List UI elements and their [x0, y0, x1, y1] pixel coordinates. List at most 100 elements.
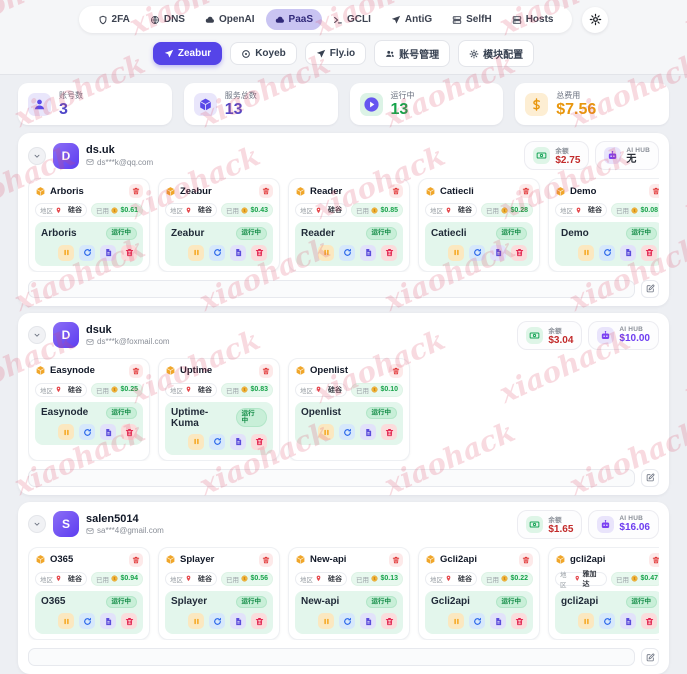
nav-tab[interactable]: AntiG	[382, 9, 441, 30]
subnav-button[interactable]: Koyeb	[230, 42, 297, 65]
delete-service-button[interactable]	[129, 364, 143, 378]
nav-tab[interactable]: PaaS	[266, 9, 322, 30]
note-input[interactable]	[28, 469, 635, 487]
restart-button[interactable]	[339, 245, 355, 261]
subnav-button[interactable]: 模块配置	[458, 40, 534, 67]
pause-button[interactable]	[318, 245, 334, 261]
service-name: Arboris	[41, 228, 77, 239]
subnav-button[interactable]: 账号管理	[374, 40, 450, 67]
pause-button[interactable]	[578, 245, 594, 261]
edit-note-button[interactable]	[641, 469, 659, 487]
delete-service-button[interactable]	[519, 184, 533, 198]
pause-button[interactable]	[448, 613, 464, 629]
stat-label: 运行中	[391, 90, 415, 101]
delete-button[interactable]	[251, 245, 267, 261]
delete-service-button[interactable]	[259, 364, 273, 378]
delete-button[interactable]	[511, 245, 527, 261]
pause-button[interactable]	[318, 424, 334, 440]
logs-button[interactable]	[620, 613, 636, 629]
logs-button[interactable]	[230, 434, 246, 450]
pause-button[interactable]	[188, 434, 204, 450]
nav-tab[interactable]: OpenAI	[196, 9, 264, 30]
delete-button[interactable]	[511, 613, 527, 629]
delete-service-button[interactable]	[389, 364, 403, 378]
pause-button[interactable]	[318, 613, 334, 629]
restart-button[interactable]	[79, 424, 95, 440]
logs-button[interactable]	[100, 424, 116, 440]
delete-service-button[interactable]	[259, 553, 273, 567]
collapse-button[interactable]	[28, 515, 46, 533]
logs-button[interactable]	[100, 245, 116, 261]
logs-button[interactable]	[360, 245, 376, 261]
delete-button[interactable]	[381, 613, 397, 629]
delete-service-button[interactable]	[389, 553, 403, 567]
service-card: Easynode 地区 硅谷 已用 $0.25 Easynode 运行中	[28, 358, 150, 461]
pause-icon	[62, 248, 71, 257]
delete-service-button[interactable]	[259, 184, 273, 198]
collapse-button[interactable]	[28, 147, 46, 165]
delete-service-button[interactable]	[519, 553, 533, 567]
delete-service-button[interactable]	[129, 553, 143, 567]
delete-button[interactable]	[251, 613, 267, 629]
logs-button[interactable]	[620, 245, 636, 261]
restart-button[interactable]	[209, 434, 225, 450]
logs-button[interactable]	[490, 613, 506, 629]
pause-button[interactable]	[58, 424, 74, 440]
restart-button[interactable]	[339, 613, 355, 629]
delete-button[interactable]	[381, 424, 397, 440]
region-pill: 地区 硅谷	[555, 203, 607, 217]
pause-button[interactable]	[58, 613, 74, 629]
restart-button[interactable]	[599, 613, 615, 629]
note-input[interactable]	[28, 648, 635, 666]
nav-tab[interactable]: GCLI	[324, 9, 380, 30]
delete-button[interactable]	[121, 245, 137, 261]
nav-tab[interactable]: DNS	[141, 9, 194, 30]
collapse-button[interactable]	[28, 326, 46, 344]
trash-icon	[652, 556, 659, 564]
nav-tab[interactable]: Hosts	[503, 9, 563, 30]
delete-button[interactable]	[641, 613, 657, 629]
logs-button[interactable]	[100, 613, 116, 629]
delete-button[interactable]	[121, 424, 137, 440]
settings-button[interactable]	[582, 7, 608, 33]
pause-button[interactable]	[58, 245, 74, 261]
refresh-icon	[213, 617, 222, 626]
logs-button[interactable]	[230, 245, 246, 261]
logs-button[interactable]	[230, 613, 246, 629]
delete-button[interactable]	[641, 245, 657, 261]
delete-button[interactable]	[251, 434, 267, 450]
subnav-button[interactable]: Zeabur	[153, 42, 222, 65]
restart-button[interactable]	[209, 613, 225, 629]
delete-button[interactable]	[381, 245, 397, 261]
edit-note-button[interactable]	[641, 648, 659, 666]
delete-service-button[interactable]	[649, 553, 659, 567]
top-navigation-zone: 2FA DNS OpenAI PaaS GCLI AntiG SelfH Hos…	[0, 0, 687, 75]
nav-tab[interactable]: SelfH	[443, 9, 501, 30]
play-icon	[360, 93, 383, 116]
restart-button[interactable]	[469, 613, 485, 629]
nav-tab[interactable]: 2FA	[89, 9, 139, 30]
delete-service-button[interactable]	[649, 184, 659, 198]
used-pill: 已用 $0.61	[91, 203, 143, 217]
logs-button[interactable]	[490, 245, 506, 261]
delete-service-button[interactable]	[129, 184, 143, 198]
subnav-button[interactable]: Fly.io	[305, 42, 366, 65]
restart-button[interactable]	[599, 245, 615, 261]
delete-button[interactable]	[121, 613, 137, 629]
restart-button[interactable]	[209, 245, 225, 261]
logs-button[interactable]	[360, 424, 376, 440]
restart-button[interactable]	[339, 424, 355, 440]
edit-note-button[interactable]	[641, 280, 659, 298]
restart-button[interactable]	[79, 613, 95, 629]
pause-button[interactable]	[188, 245, 204, 261]
logs-button[interactable]	[360, 613, 376, 629]
pause-button[interactable]	[578, 613, 594, 629]
pause-button[interactable]	[188, 613, 204, 629]
restart-button[interactable]	[469, 245, 485, 261]
note-input[interactable]	[28, 280, 635, 298]
delete-service-button[interactable]	[389, 184, 403, 198]
pause-button[interactable]	[448, 245, 464, 261]
region-pill: 地区 硅谷	[35, 203, 87, 217]
restart-button[interactable]	[79, 245, 95, 261]
region-pill: 地区 硅谷	[295, 572, 347, 586]
